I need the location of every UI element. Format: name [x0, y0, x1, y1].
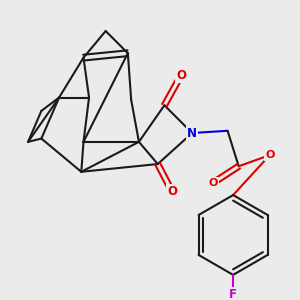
Text: F: F: [229, 288, 237, 300]
Text: O: O: [208, 178, 218, 188]
Text: O: O: [167, 185, 177, 198]
Text: N: N: [187, 127, 197, 140]
Text: O: O: [265, 150, 274, 160]
Text: O: O: [176, 69, 186, 82]
